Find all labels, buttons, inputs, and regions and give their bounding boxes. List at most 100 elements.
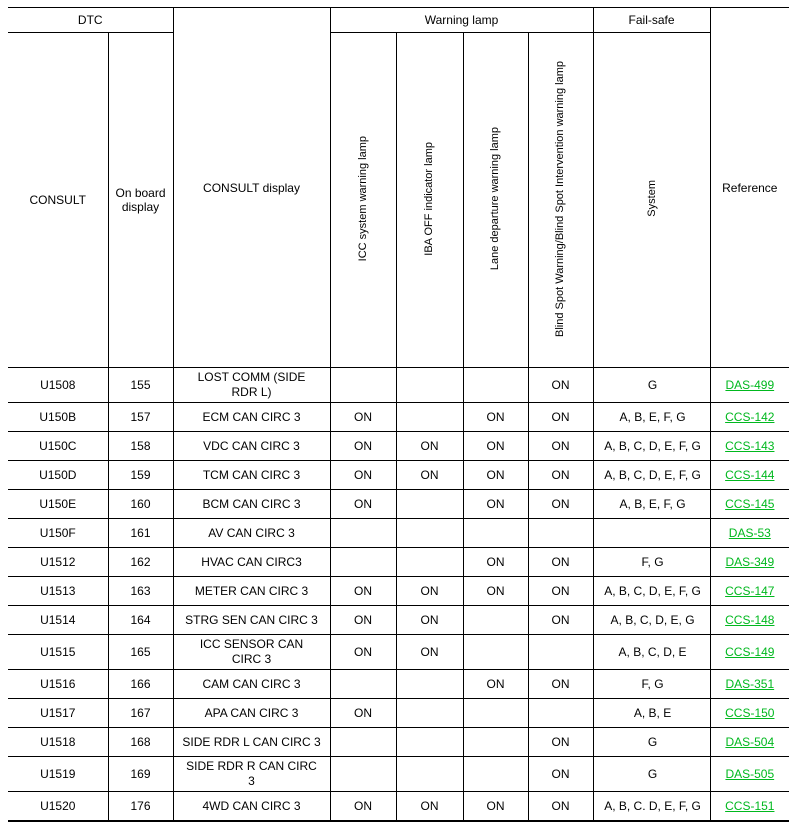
icc-lamp-cell: ON [329, 489, 397, 519]
system-cell: G [592, 756, 711, 792]
onboard-display-cell: 162 [107, 547, 174, 577]
blind-spot-lamp-cell: ON [527, 791, 594, 822]
header-fail-safe-group: Fail-safe [592, 7, 711, 33]
reference-link[interactable]: DAS-351 [725, 677, 775, 691]
consult-display-cell: 4WD CAN CIRC 3 [172, 791, 331, 822]
header-icc-warning-lamp: ICC system warning lamp [329, 32, 397, 368]
consult-code-cell: U150E [8, 489, 109, 519]
table-row: U150D 159 TCM CAN CIRC 3 ON ON ON ON A, B, C, D… [8, 460, 790, 490]
reference-cell: CCS-149 [709, 634, 790, 670]
reference-link[interactable]: CCS-142 [725, 410, 775, 424]
reference-link[interactable]: DAS-349 [725, 555, 775, 569]
icc-lamp-cell [329, 547, 397, 577]
onboard-display-cell: 157 [107, 402, 174, 432]
consult-display-cell: TCM CAN CIRC 3 [172, 460, 331, 490]
reference-cell: DAS-349 [709, 547, 790, 577]
consult-code-cell: U1520 [8, 791, 109, 822]
header-onboard-display: On board display [107, 32, 174, 368]
consult-code-cell: U1517 [8, 698, 109, 728]
lane-lamp-cell: ON [462, 791, 529, 822]
table-row: U1519 169 SIDE RDR R CAN CIRC 3 ON G DAS-505 [8, 756, 790, 792]
onboard-display-cell: 164 [107, 605, 174, 635]
reference-link[interactable]: CCS-144 [725, 468, 775, 482]
reference-link[interactable]: CCS-149 [725, 645, 775, 659]
table-row: U1513 163 METER CAN CIRC 3 ON ON ON ON A, B, C,… [8, 576, 790, 606]
table-row: U1516 166 CAM CAN CIRC 3 ON ON F, G DAS-351 [8, 669, 790, 699]
table-row: U1514 164 STRG SEN CAN CIRC 3 ON ON ON A, B, C… [8, 605, 790, 635]
onboard-display-cell: 169 [107, 756, 174, 792]
reference-cell: CCS-144 [709, 460, 790, 490]
reference-link[interactable]: DAS-53 [728, 526, 771, 540]
iba-lamp-cell: ON [395, 576, 464, 606]
iba-lamp-cell [395, 698, 464, 728]
system-cell: A, B, C, D, E [592, 634, 711, 670]
table-row: U150F 161 AV CAN CIRC 3 DAS-53 [8, 518, 790, 548]
reference-link[interactable]: CCS-150 [725, 706, 775, 720]
header-icc-warning-lamp-label: ICC system warning lamp [356, 135, 369, 262]
blind-spot-lamp-cell [527, 634, 594, 670]
icc-lamp-cell: ON [329, 698, 397, 728]
header-blind-spot-lamp: Blind Spot Warning/Blind Spot Interventi… [527, 32, 594, 368]
blind-spot-lamp-cell: ON [527, 489, 594, 519]
blind-spot-lamp-cell: ON [527, 727, 594, 757]
reference-link[interactable]: CCS-143 [725, 439, 775, 453]
consult-display-cell: SIDE RDR L CAN CIRC 3 [172, 727, 331, 757]
table-header: DTC CONSULT display Warning lamp Fail-sa… [8, 7, 790, 368]
reference-cell: CCS-151 [709, 791, 790, 822]
blind-spot-lamp-cell: ON [527, 547, 594, 577]
iba-lamp-cell [395, 669, 464, 699]
table-row: U1512 162 HVAC CAN CIRC3 ON ON F, G DAS-349 [8, 547, 790, 577]
consult-code-cell: U1508 [8, 367, 109, 403]
table-row: U1517 167 APA CAN CIRC 3 ON A, B, E CCS-150 [8, 698, 790, 728]
system-cell: A, B, C. D, E, F, G [592, 791, 711, 822]
reference-cell: DAS-499 [709, 367, 790, 403]
lane-lamp-cell: ON [462, 431, 529, 461]
iba-lamp-cell: ON [395, 460, 464, 490]
consult-display-cell: SIDE RDR R CAN CIRC 3 [172, 756, 331, 792]
consult-display-cell: LOST COMM (SIDE RDR L) [172, 367, 331, 403]
icc-lamp-cell: ON [329, 431, 397, 461]
system-cell: G [592, 367, 711, 403]
reference-link[interactable]: CCS-148 [725, 613, 775, 627]
header-lane-departure-lamp-label: Lane departure warning lamp [489, 126, 502, 271]
system-cell: A, B, C, D, E, F, G [592, 431, 711, 461]
reference-cell: DAS-505 [709, 756, 790, 792]
consult-code-cell: U1516 [8, 669, 109, 699]
reference-link[interactable]: DAS-505 [725, 767, 775, 781]
table-row: U1515 165 ICC SENSOR CAN CIRC 3 ON ON A, B, C… [8, 634, 790, 670]
icc-lamp-cell [329, 669, 397, 699]
consult-code-cell: U150D [8, 460, 109, 490]
system-cell: A, B, C, D, E, G [592, 605, 711, 635]
reference-link[interactable]: DAS-504 [725, 735, 775, 749]
onboard-display-cell: 158 [107, 431, 174, 461]
dtc-table: DTC CONSULT display Warning lamp Fail-sa… [8, 7, 790, 822]
lane-lamp-cell [462, 756, 529, 792]
lane-lamp-cell [462, 605, 529, 635]
reference-link[interactable]: CCS-147 [725, 584, 775, 598]
header-blind-spot-lamp-label: Blind Spot Warning/Blind Spot Interventi… [554, 60, 567, 337]
header-consult: CONSULT [8, 32, 109, 368]
iba-lamp-cell: ON [395, 791, 464, 822]
reference-link[interactable]: CCS-151 [725, 799, 775, 813]
blind-spot-lamp-cell: ON [527, 756, 594, 792]
table-row: U1508 155 LOST COMM (SIDE RDR L) ON G DAS-499 [8, 367, 790, 403]
consult-code-cell: U1513 [8, 576, 109, 606]
icc-lamp-cell: ON [329, 605, 397, 635]
blind-spot-lamp-cell: ON [527, 431, 594, 461]
reference-link[interactable]: CCS-145 [725, 497, 775, 511]
blind-spot-lamp-cell: ON [527, 576, 594, 606]
icc-lamp-cell [329, 727, 397, 757]
consult-display-cell: ECM CAN CIRC 3 [172, 402, 331, 432]
table-row: U1520 176 4WD CAN CIRC 3 ON ON ON ON A, B, C. D… [8, 791, 790, 822]
reference-cell: CCS-142 [709, 402, 790, 432]
icc-lamp-cell: ON [329, 460, 397, 490]
iba-lamp-cell [395, 489, 464, 519]
consult-code-cell: U1512 [8, 547, 109, 577]
system-cell: A, B, C, D, E, F, G [592, 460, 711, 490]
lane-lamp-cell: ON [462, 576, 529, 606]
reference-link[interactable]: DAS-499 [725, 378, 775, 392]
consult-display-cell: ICC SENSOR CAN CIRC 3 [172, 634, 331, 670]
lane-lamp-cell: ON [462, 460, 529, 490]
consult-display-cell: APA CAN CIRC 3 [172, 698, 331, 728]
icc-lamp-cell: ON [329, 576, 397, 606]
